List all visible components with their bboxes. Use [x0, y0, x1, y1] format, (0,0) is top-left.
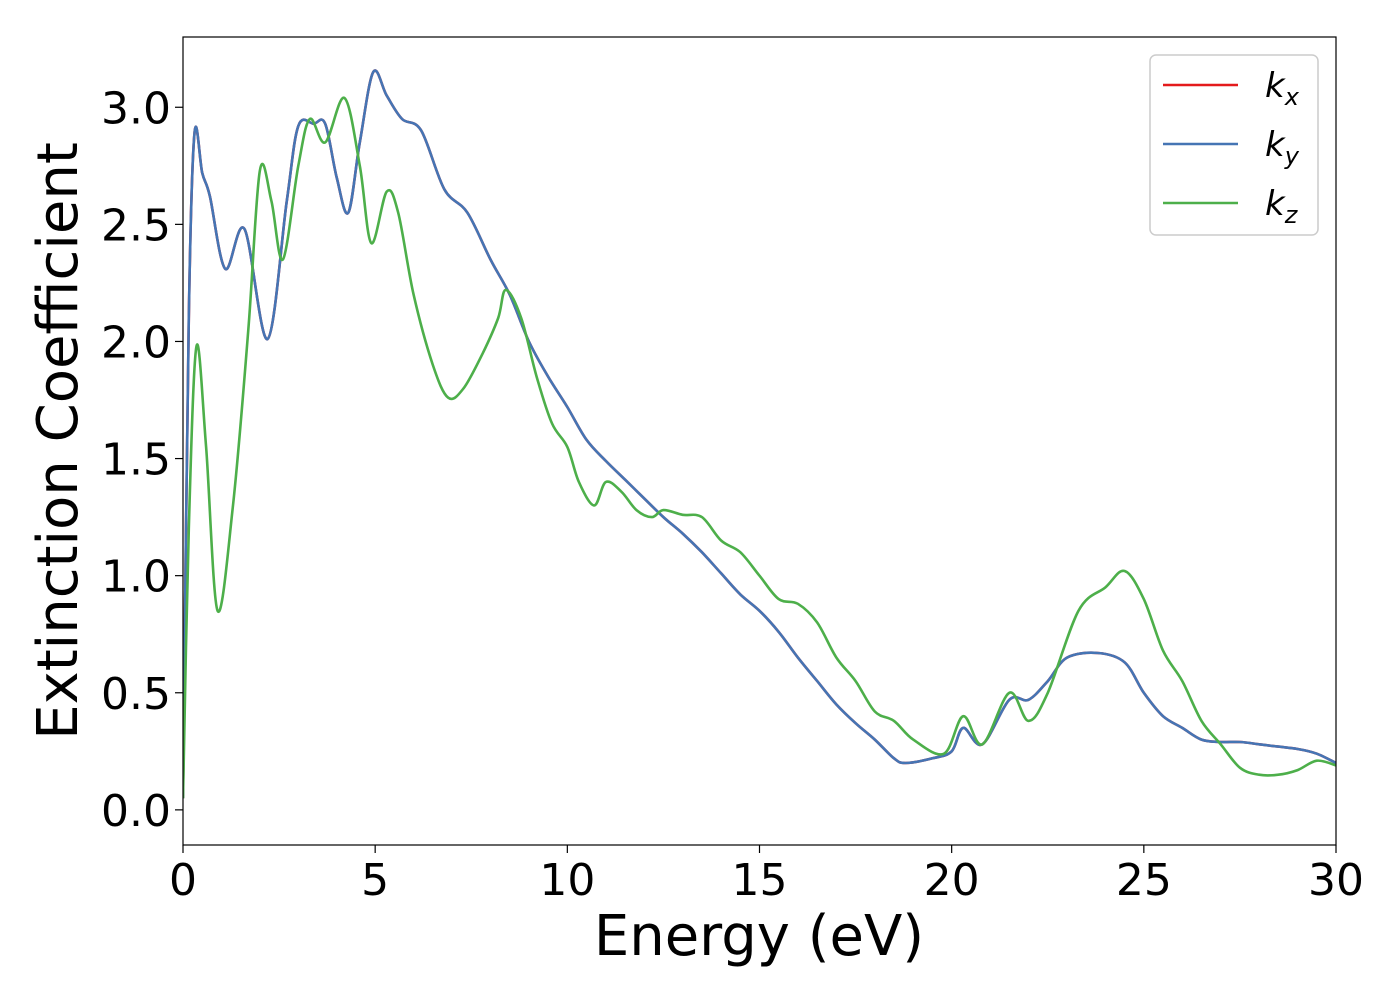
plot-area — [183, 37, 1336, 845]
legend: kx ky kz — [1149, 54, 1319, 236]
series-line-ky — [183, 69, 1336, 799]
series-line-kz — [183, 96, 1336, 799]
x-axis-label: Energy (eV) — [594, 904, 924, 969]
y-axis-ticks: 0.0 0.5 1.0 1.5 2.0 2.5 3.0 — [101, 83, 183, 837]
x-axis-ticks: 0 5 10 15 20 25 30 — [169, 845, 1364, 906]
y-axis-label: Extinction Coefficient — [26, 142, 91, 740]
y-tick-label: 1.5 — [101, 435, 171, 486]
y-tick-label: 2.5 — [101, 200, 171, 251]
y-tick-label: 0.0 — [101, 786, 171, 837]
x-tick-label: 0 — [169, 855, 197, 906]
legend-label-ky: ky — [1265, 125, 1300, 170]
x-tick-label: 30 — [1308, 855, 1364, 906]
y-tick-label: 1.0 — [101, 552, 171, 603]
x-tick-label: 25 — [1116, 855, 1172, 906]
y-tick-label: 3.0 — [101, 83, 171, 134]
x-tick-label: 20 — [924, 855, 980, 906]
series-layer — [183, 69, 1336, 799]
x-tick-label: 10 — [539, 855, 595, 906]
x-tick-label: 5 — [361, 855, 389, 906]
y-tick-label: 2.0 — [101, 317, 171, 368]
legend-label-kz: kz — [1265, 184, 1299, 229]
y-tick-label: 0.5 — [101, 669, 171, 720]
legend-label-kx: kx — [1265, 66, 1300, 111]
x-tick-label: 15 — [732, 855, 788, 906]
